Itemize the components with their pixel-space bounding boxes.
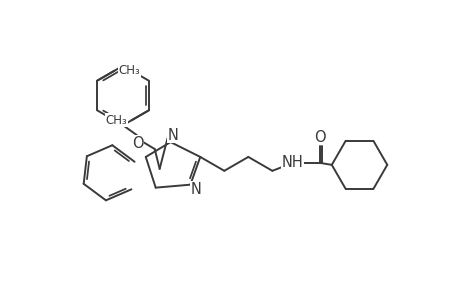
- Text: N: N: [190, 182, 202, 197]
- Text: CH₃: CH₃: [106, 114, 127, 127]
- Text: N: N: [168, 128, 179, 142]
- Text: O: O: [313, 130, 325, 145]
- Text: O: O: [132, 136, 143, 151]
- Text: NH: NH: [281, 155, 302, 170]
- Text: CH₃: CH₃: [118, 64, 140, 77]
